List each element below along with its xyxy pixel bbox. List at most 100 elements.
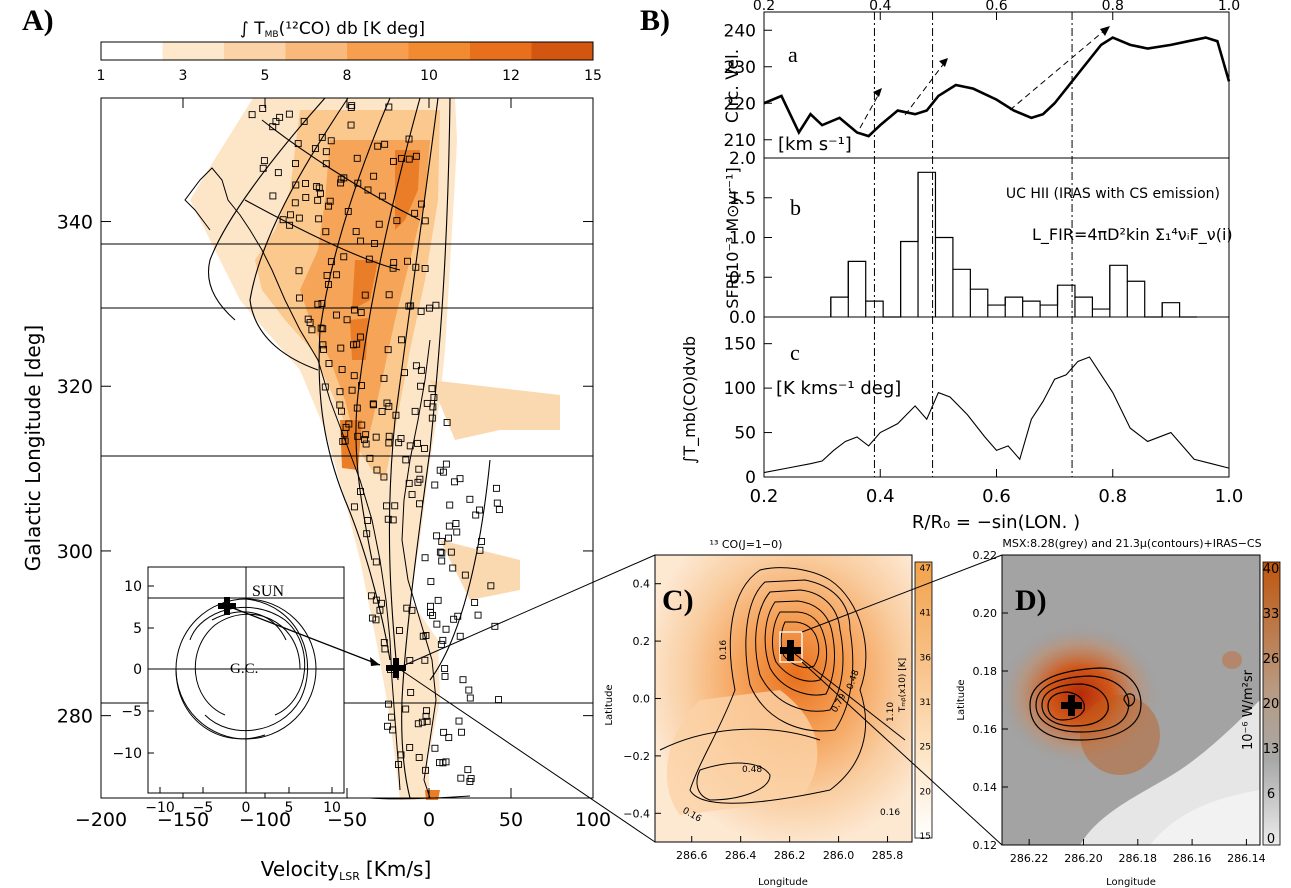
- panel-b-top-tick: 0.8: [1102, 0, 1124, 14]
- panel-b-b-ylabel: SFR[10⁻³ M⊙yr⁻¹]: [723, 167, 742, 308]
- iras-source-square: [274, 169, 282, 177]
- panel-b-label: B): [640, 4, 670, 37]
- iras-source-square: [412, 263, 420, 271]
- panel-c-contour-label: 1.10: [886, 702, 896, 722]
- iras-source-square: [365, 255, 373, 263]
- iras-source-square: [371, 240, 378, 247]
- iras-source-square: [393, 217, 401, 225]
- iras-source-square: [405, 479, 413, 487]
- iras-source-square: [316, 189, 324, 197]
- iras-source-square: [350, 503, 358, 511]
- panel-b-b-formula: L_FIR=4πD²kin Σ₁⁴νᵢF_ν(i): [1032, 225, 1233, 245]
- iras-source-square: [443, 419, 451, 426]
- iras-source-square: [385, 439, 393, 447]
- iras-source-square: [438, 557, 446, 565]
- panel-b-a-ylabel: Circ. Vel.: [723, 49, 743, 123]
- panel-c-source-cross: [780, 640, 801, 661]
- iras-source-square: [441, 672, 449, 680]
- iras-source-square: [414, 478, 422, 486]
- iras-source-square: [318, 133, 326, 141]
- iras-source-square: [487, 582, 495, 590]
- iras-source-square: [327, 137, 335, 145]
- inset-gc-label: G.C.: [230, 661, 258, 677]
- iras-source-square: [381, 645, 389, 653]
- iras-source-square: [357, 488, 364, 495]
- iras-source-square: [368, 592, 375, 600]
- colorbar-swatch: [224, 42, 286, 60]
- iras-source-square: [476, 506, 483, 514]
- co-integral-curve: [763, 356, 1230, 474]
- panel-b-b-note: UC HII (IRAS with CS emission): [1006, 186, 1220, 202]
- panel-c-contours: [659, 567, 867, 804]
- panel-b-bottom-tick: 0.4: [866, 486, 895, 507]
- iras-source-square: [259, 164, 267, 172]
- panel-d-cbar-tick: 26: [1263, 652, 1280, 667]
- panel-b-c-ylabel: ∫T_mb(CO)dvdb: [680, 336, 700, 464]
- panel-a-xlabel: VelocityLSR [Km/s]: [261, 857, 432, 883]
- iras-source-square: [454, 612, 462, 620]
- iras-source-square: [427, 578, 435, 586]
- panel-b-c-ytick: 150: [724, 335, 756, 355]
- inset-y-tick: −5: [121, 704, 142, 720]
- panel-c-x-tick: 286.4: [725, 849, 757, 862]
- panel-d-x-tick: 286.22: [1010, 852, 1049, 865]
- iras-source-square: [376, 606, 384, 614]
- iras-source-square: [423, 707, 430, 715]
- panel-d-y-tick: 0.18: [973, 665, 998, 678]
- iras-source-square: [434, 596, 442, 604]
- iras-source-square: [338, 366, 346, 373]
- iras-source-square: [248, 111, 256, 119]
- iras-source-square: [377, 599, 385, 607]
- iras-source-square: [389, 264, 397, 272]
- iras-source-square: [357, 309, 365, 317]
- iras-source-square: [408, 606, 416, 614]
- colorbar-tick-label: 3: [179, 68, 188, 84]
- iras-source-square: [357, 237, 365, 245]
- iras-source-square: [380, 473, 388, 481]
- colorbar-swatch: [470, 42, 532, 60]
- iras-source-square: [260, 157, 268, 165]
- iras-source-square: [317, 324, 325, 332]
- iras-source-square: [319, 325, 327, 333]
- panel-a-ylabel: Galactic Longitude [deg]: [21, 325, 45, 571]
- iras-source-square: [361, 436, 368, 444]
- iras-source-square: [362, 440, 370, 448]
- iras-source-square: [351, 306, 358, 314]
- iras-source-square: [437, 640, 445, 648]
- iras-source-square: [388, 713, 395, 721]
- iras-source-square: [412, 362, 420, 370]
- iras-source-square: [493, 499, 501, 507]
- panel-a-x-tick: −50: [327, 809, 367, 831]
- panel-d-contours: [1029, 667, 1142, 741]
- iras-source-square: [302, 194, 310, 201]
- iras-source-square: [440, 728, 448, 736]
- iras-source-square: [411, 407, 419, 415]
- iras-source-square: [414, 439, 422, 447]
- iras-source-square: [314, 300, 322, 308]
- panel-c-x-tick: 286.2: [774, 849, 806, 862]
- colorbar-tick-label: 12: [502, 68, 520, 84]
- panel-d-y-tick: 0.22: [973, 549, 998, 562]
- iras-source-square: [459, 676, 467, 684]
- iras-source-square: [375, 220, 383, 228]
- iras-source-square: [353, 340, 361, 348]
- iras-source-square: [432, 301, 440, 309]
- iras-source-square: [452, 520, 460, 527]
- iras-source-square: [466, 694, 474, 702]
- iras-source-square: [370, 401, 377, 409]
- panel-a-inset: SUN G.C. −10 −5 0 5 10 10 5 0 −5 −10: [112, 566, 381, 816]
- panel-c-cbar-tick: 36: [920, 653, 932, 663]
- colorbar-swatch: [531, 42, 594, 60]
- iras-source-square: [339, 437, 347, 445]
- iras-source-square: [300, 117, 308, 125]
- panel-d-y-tick: 0.16: [973, 723, 998, 736]
- iras-source-square: [405, 155, 413, 163]
- iras-source-square: [333, 311, 340, 319]
- iras-source-square: [466, 495, 474, 503]
- iras-source-square: [430, 394, 438, 401]
- panel-c-cbar-tick: 15: [920, 832, 931, 842]
- iras-source-square: [423, 399, 431, 407]
- iras-source-square: [372, 616, 380, 624]
- iras-source-square: [447, 548, 455, 556]
